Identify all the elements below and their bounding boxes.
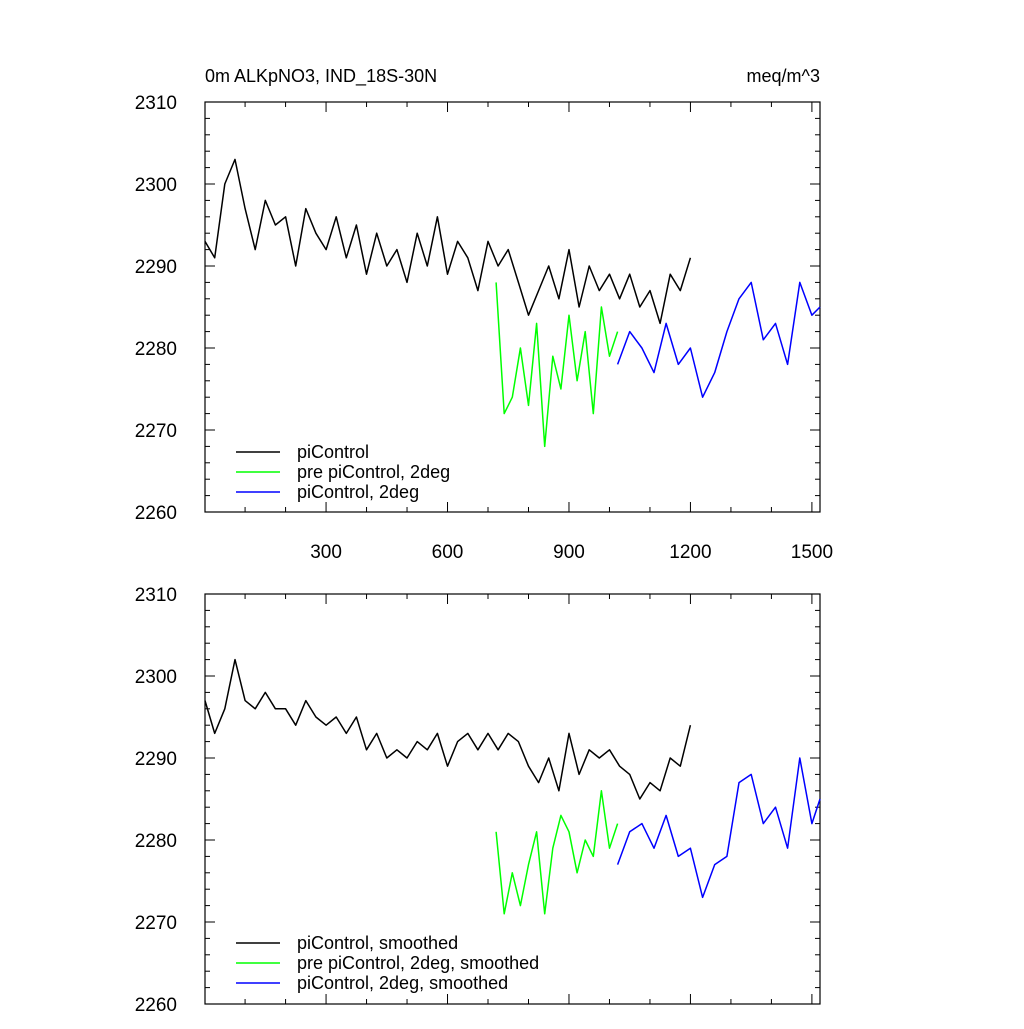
legend-label: piControl, 2deg bbox=[297, 482, 419, 502]
x-tick-label: 1500 bbox=[791, 542, 833, 563]
series-line bbox=[204, 158, 692, 325]
y-tick-label: 2280 bbox=[135, 339, 177, 360]
series-line bbox=[616, 757, 821, 899]
legend-label: pre piControl, 2deg bbox=[297, 462, 450, 482]
legend-label: piControl bbox=[297, 442, 369, 462]
x-tick-label: 600 bbox=[432, 542, 464, 563]
y-tick-label: 2310 bbox=[135, 585, 177, 606]
y-tick-label: 2300 bbox=[135, 175, 177, 196]
bottom-panel: 2260 2270 2280 2290 2300 2310 piControl, smoot… bbox=[135, 585, 821, 1016]
series-line bbox=[204, 658, 692, 800]
y-tick-label: 2270 bbox=[135, 421, 177, 442]
y-tick-label: 2290 bbox=[135, 749, 177, 770]
y-tick-label: 2260 bbox=[135, 503, 177, 524]
y-tick-label: 2270 bbox=[135, 913, 177, 934]
y-tick-label: 2280 bbox=[135, 831, 177, 852]
y-tick-label: 2300 bbox=[135, 667, 177, 688]
legend-label: piControl, 2deg, smoothed bbox=[297, 973, 508, 993]
y-tick-label: 2260 bbox=[135, 995, 177, 1016]
x-tick-label: 900 bbox=[553, 542, 585, 563]
y-tick-label: 2310 bbox=[135, 93, 177, 114]
legend-label: piControl, smoothed bbox=[297, 933, 458, 953]
series-line bbox=[495, 282, 619, 448]
chart-title: 0m ALKpNO3, IND_18S-30N bbox=[205, 66, 437, 87]
units-label: meq/m^3 bbox=[747, 66, 820, 86]
y-tick-label: 2290 bbox=[135, 257, 177, 278]
x-tick-label: 1200 bbox=[669, 542, 711, 563]
top-panel: 0m ALKpNO3, IND_18S-30N meq/m^3 300 600 90… bbox=[135, 66, 833, 563]
x-tick-label: 300 bbox=[310, 542, 342, 563]
legend-label: pre piControl, 2deg, smoothed bbox=[297, 953, 539, 973]
series-line bbox=[495, 790, 619, 915]
series-line bbox=[616, 281, 821, 398]
